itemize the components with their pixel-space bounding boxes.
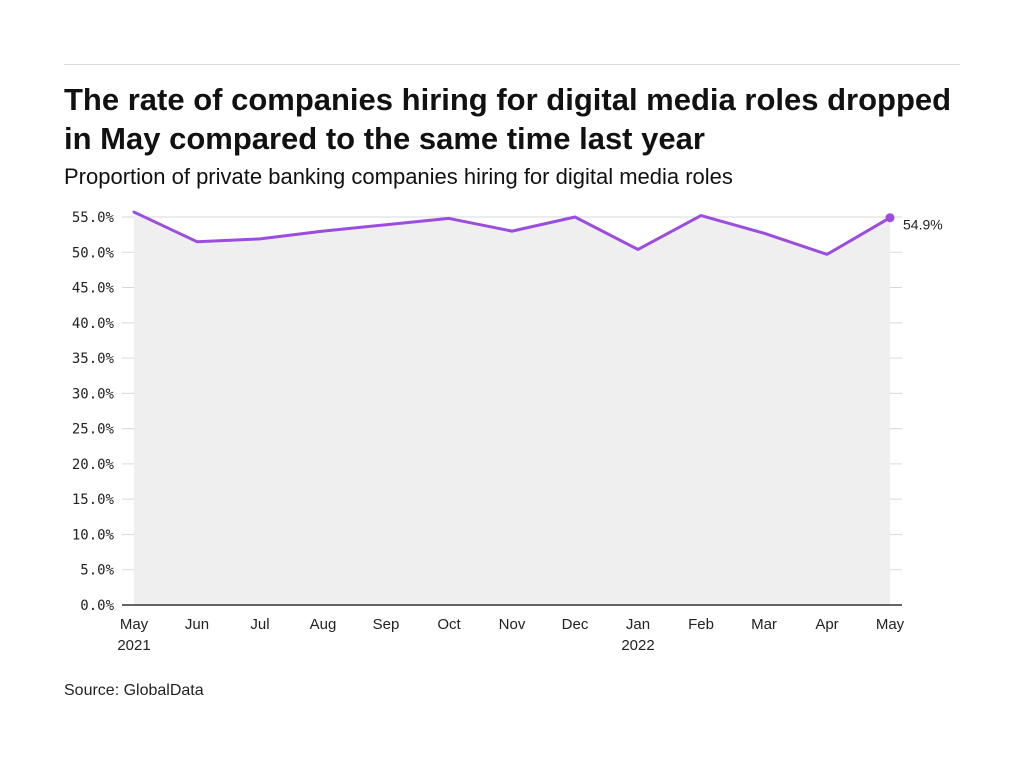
x-tick-label: May: [120, 616, 149, 633]
series-line: [132, 210, 892, 256]
x-tick-label: 2022: [621, 637, 654, 654]
y-tick-label: 25.0%: [72, 422, 115, 438]
end-point-marker: [885, 213, 895, 223]
y-tick-label: 5.0%: [80, 563, 114, 579]
x-tick-label: May: [876, 616, 905, 633]
top-divider: [64, 64, 960, 65]
x-tick-label: Aug: [310, 616, 337, 633]
y-tick-label: 45.0%: [72, 281, 115, 297]
chart-title: The rate of companies hiring for digital…: [64, 82, 952, 156]
x-tick-label: Mar: [751, 616, 777, 633]
x-tick-label: Feb: [688, 616, 714, 633]
x-tick-label: 2021: [117, 637, 150, 654]
y-tick-label: 30.0%: [72, 386, 115, 402]
end-value-label: 54.9%: [903, 217, 943, 233]
x-tick-label: Sep: [373, 616, 400, 633]
x-tick-label: Jun: [185, 616, 209, 633]
y-tick-label: 0.0%: [80, 598, 114, 614]
x-tick-label: Dec: [562, 616, 589, 633]
x-tick-label: Nov: [499, 616, 526, 633]
y-tick-label: 15.0%: [72, 492, 115, 508]
y-tick-label: 40.0%: [72, 316, 115, 332]
x-tick-label: Oct: [437, 616, 461, 633]
chart-subtitle: Proportion of private banking companies …: [64, 164, 733, 189]
y-tick-label: 50.0%: [72, 245, 115, 261]
y-tick-label: 10.0%: [72, 527, 115, 543]
x-tick-label: Jul: [250, 616, 269, 633]
y-tick-label: 35.0%: [72, 351, 115, 367]
source-note: Source: GlobalData: [64, 682, 204, 699]
y-tick-label: 20.0%: [72, 457, 115, 473]
x-tick-label: Jan: [626, 616, 650, 633]
x-tick-label: Apr: [815, 616, 838, 633]
area-fill: [134, 212, 890, 605]
y-tick-label: 55.0%: [72, 210, 115, 226]
